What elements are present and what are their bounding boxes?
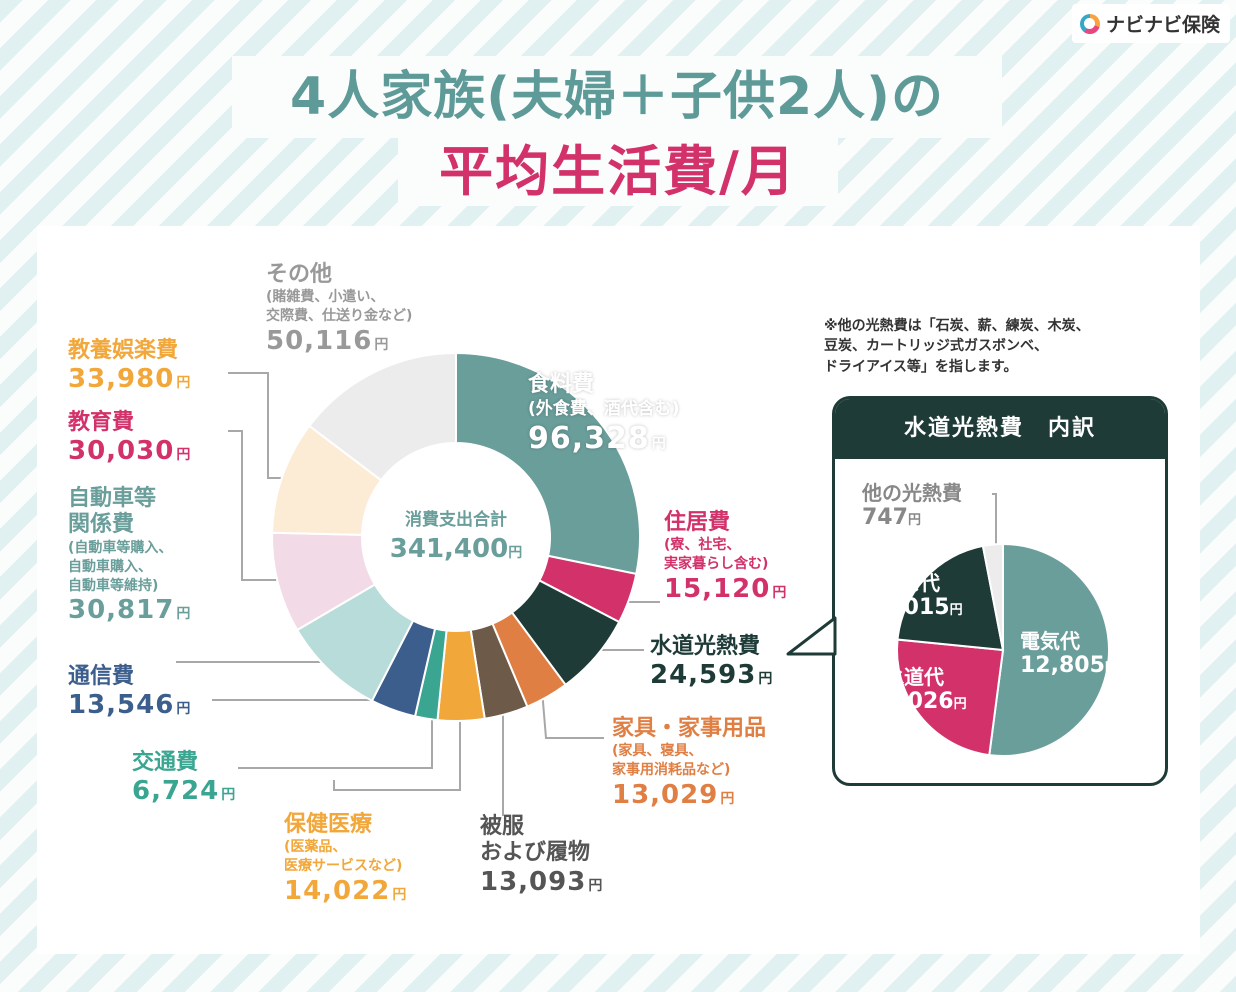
slice-name: 水道代: [884, 665, 944, 689]
slice-value: 5,015円: [880, 595, 963, 620]
slice-name: 通信費: [68, 664, 135, 689]
slice-name: 被服 および履物: [480, 814, 591, 866]
slice-name: 交通費: [132, 750, 199, 775]
leader-line-5: [333, 706, 461, 791]
breakdown-title: 水道光熱費 内訳: [835, 399, 1165, 459]
label-other: その他 (賭雑費、小遣い、 交際費、仕送り金など) 50,116 円: [266, 262, 412, 357]
label-education: 教育費 30,030 円: [68, 410, 191, 468]
slice-value: 14,022 円: [284, 876, 408, 907]
breakdown-slice: [981, 542, 1004, 651]
total-label: 消費支出合計: [405, 510, 507, 530]
slice-value: 747円: [862, 505, 921, 530]
slice-value: 15,120 円: [664, 574, 788, 605]
slice-note: (家具、寝具、 家事用消耗品など): [612, 743, 731, 779]
leader-line-1: [228, 430, 295, 581]
slice-value: 12,805円: [1020, 653, 1118, 678]
slice-name: 自動車等 関係費: [68, 486, 157, 538]
slice-name: 電気代: [1020, 629, 1080, 653]
slice-name: 家具・家事用品: [612, 716, 767, 741]
logo-ring-icon: [1079, 13, 1100, 34]
breakdown-slice: [896, 544, 1005, 652]
slice-value: 6,724 円: [132, 776, 237, 807]
total-value: 341,400円: [389, 534, 523, 564]
slice-value: 30,030 円: [68, 436, 192, 467]
slice-name: 教養娯楽費: [68, 338, 179, 363]
slice-name: 保健医療: [284, 812, 373, 837]
utilities-footnote: ※他の光熱費は「石炭、薪、練炭、木炭、 豆炭、カートリッジ式ガスボンベ、 ドライ…: [824, 318, 1090, 375]
slice-value: 96,328 円: [528, 421, 667, 457]
logo-text: ナビナビ保険: [1105, 14, 1220, 36]
slice-note: (外食費、酒代含む): [528, 399, 680, 420]
label-clothing: 被服 および履物 13,093 円: [480, 814, 603, 898]
label-food: 食料費 (外食費、酒代含む) 96,328 円: [528, 372, 680, 457]
donut-slice: [307, 351, 457, 482]
slice-name: 水道光熱費: [650, 634, 761, 659]
slice-value: 13,093 円: [480, 866, 604, 897]
label-other-utilities: 他の光熱費 747円: [862, 481, 962, 531]
title-line-1: 4人家族(夫婦＋子供2人)の: [232, 56, 1002, 138]
slice-note: (自動車等購入、 自動車購入、 自動車等維持): [68, 539, 173, 594]
slice-value: 33,980 円: [68, 364, 192, 395]
label-automobile: 自動車等 関係費 (自動車等購入、 自動車購入、 自動車等維持) 30,817 円: [68, 486, 191, 627]
label-communication: 通信費 13,546 円: [68, 664, 191, 722]
slice-value: 24,593 円: [650, 660, 774, 691]
slice-value: 30,817 円: [68, 595, 192, 626]
title-line-2: 平均生活費/月: [398, 138, 838, 206]
slice-value: 13,546 円: [68, 690, 192, 721]
slice-name: 教育費: [68, 410, 135, 435]
brand-logo: ナビナビ保険: [1071, 4, 1230, 43]
label-utilities: 水道光熱費 24,593 円: [650, 634, 773, 692]
leader-line-4: [238, 702, 433, 769]
slice-note: (医薬品、 医療サービスなど): [284, 839, 403, 875]
slice-name: その他: [266, 262, 333, 287]
breakdown-slice: [896, 638, 1005, 757]
slice-name: 住居費: [664, 510, 731, 535]
donut-center-label: 消費支出合計 341,400円: [366, 505, 546, 564]
slice-value: 50,116 円: [266, 326, 390, 357]
label-health: 保健医療 (医薬品、 医療サービスなど) 14,022 円: [284, 812, 407, 907]
slice-name: ガス代: [880, 571, 940, 595]
slice-value: 13,029 円: [612, 780, 736, 811]
donut-slice: [455, 351, 641, 576]
label-electricity: 電気代 12,805円: [1020, 629, 1118, 679]
label-entertainment: 教養娯楽費 33,980 円: [68, 338, 191, 396]
leader-line-7: [541, 689, 604, 739]
callout-pointer: [786, 616, 837, 656]
label-transport: 交通費 6,724 円: [132, 750, 236, 808]
slice-name: 食料費: [528, 372, 595, 397]
slice-note: (寮、社宅、 実家暮らし含む): [664, 537, 769, 573]
slice-value: 6,026円: [884, 689, 967, 714]
label-furniture: 家具・家事用品 (家具、寝具、 家事用消耗品など) 13,029 円: [612, 716, 766, 811]
label-housing: 住居費 (寮、社宅、 実家暮らし含む) 15,120 円: [664, 510, 787, 605]
breakdown-slice: [988, 542, 1110, 757]
leader-line-other-utilities: [992, 493, 997, 556]
slice-name: 他の光熱費: [862, 481, 962, 505]
label-water: 水道代 6,026円: [884, 665, 967, 715]
slice-note: (賭雑費、小遣い、 交際費、仕送り金など): [266, 289, 413, 325]
label-gas: ガス代 5,015円: [880, 571, 963, 621]
